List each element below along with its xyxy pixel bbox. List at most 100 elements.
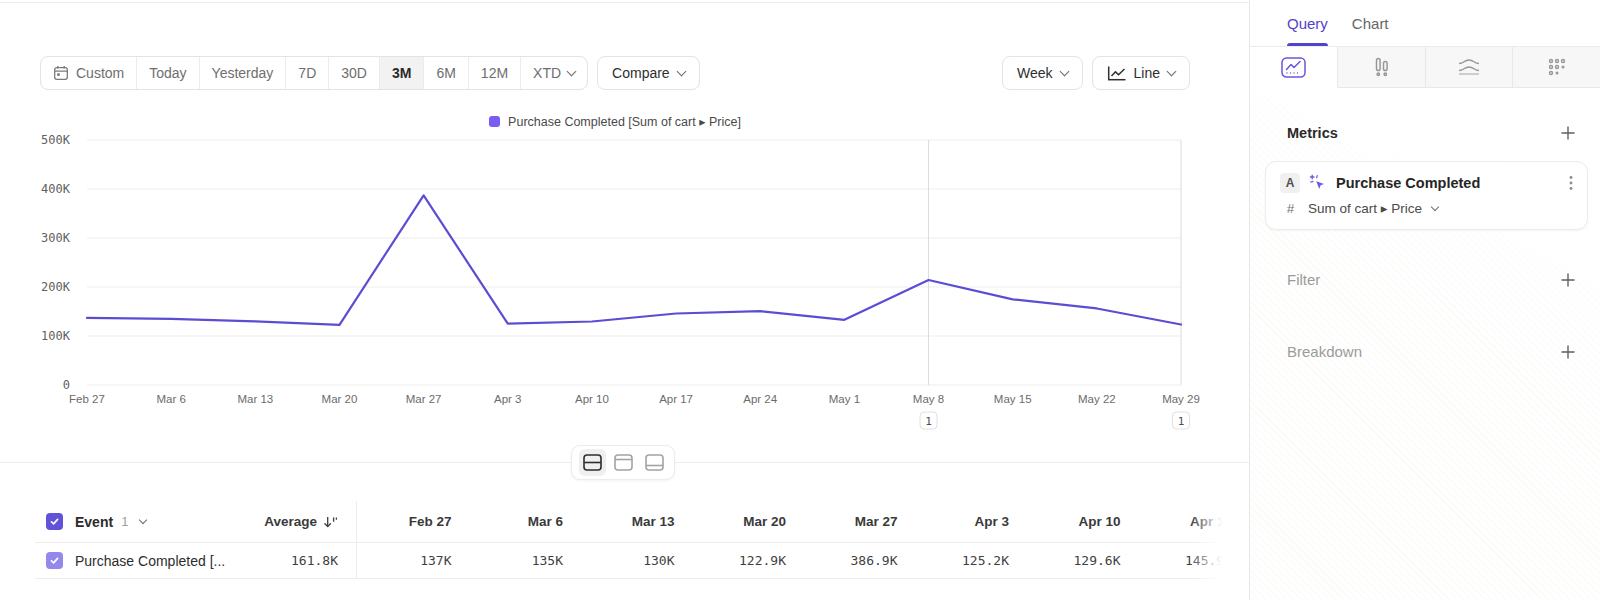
layout-chart-view-button[interactable]: [610, 449, 637, 476]
x-axis-label: Apr 3: [494, 393, 522, 405]
x-axis-label: Apr 24: [743, 393, 777, 405]
date-range-control: Custom Today Yesterday 7D 30D 3M 6M 12M …: [40, 56, 588, 90]
insights-chart-tab[interactable]: [1250, 47, 1338, 88]
table-cell-value: 130K: [580, 553, 692, 568]
split-view-icon: [583, 454, 602, 471]
chevron-down-icon[interactable]: [139, 516, 147, 524]
tab-query-label: Query: [1287, 15, 1328, 32]
compare-button[interactable]: Compare: [597, 56, 700, 90]
kebab-menu-icon[interactable]: [1569, 175, 1573, 191]
chevron-down-icon: [1167, 66, 1177, 76]
x-axis-label: Mar 20: [322, 393, 358, 405]
select-all-checkbox[interactable]: [46, 513, 63, 530]
chevron-down-icon: [676, 66, 686, 76]
filter-label: Filter: [1287, 271, 1320, 288]
chevron-down-icon: [567, 66, 577, 76]
breakdown-label: Breakdown: [1287, 343, 1362, 360]
sidebar-body: Metrics A Purchase Completed # Sum of ca…: [1250, 88, 1600, 599]
granularity-button[interactable]: Week: [1002, 56, 1083, 90]
line-chart[interactable]: 0100K200K300K400K500KFeb 27Mar 6Mar 13Ma…: [0, 130, 1249, 440]
chart-line-series: [87, 195, 1181, 324]
metric-card-row2[interactable]: # Sum of cart ▸ Price: [1280, 200, 1573, 216]
add-filter-button[interactable]: [1560, 272, 1576, 288]
y-axis-label: 300K: [41, 231, 71, 245]
y-axis-label: 0: [63, 378, 70, 392]
x-axis-label: Mar 27: [406, 393, 442, 405]
date-range-7d[interactable]: 7D: [285, 57, 328, 89]
sort-icon: [323, 515, 338, 529]
table-cell-value: 122.9K: [692, 553, 804, 568]
table-cell-value: 125.2K: [915, 553, 1027, 568]
table-cell-value: 129.6K: [1026, 553, 1138, 568]
table-cell-value: 145.9K: [1138, 553, 1250, 568]
x-axis-label: May 8: [913, 393, 944, 405]
row-checkbox[interactable]: [46, 552, 63, 569]
metric-letter-badge: A: [1280, 173, 1300, 193]
retention-chart-tab[interactable]: [1513, 47, 1600, 88]
table-row[interactable]: Purchase Completed [... 161.8K 137K135K1…: [35, 543, 1249, 579]
x-axis-label: Apr 17: [659, 393, 693, 405]
layout-split-view-button[interactable]: [579, 449, 606, 476]
table-column-header: Mar 20: [692, 514, 804, 529]
compare-label: Compare: [612, 65, 670, 81]
table-view-icon: [645, 454, 664, 471]
annotation-badge-label: 1: [925, 415, 932, 428]
average-value: 161.8K: [291, 553, 338, 568]
event-label: Event: [75, 514, 113, 530]
metric-card[interactable]: A Purchase Completed # Sum of cart ▸ Pri…: [1265, 161, 1588, 230]
date-range-30d[interactable]: 30D: [328, 57, 379, 89]
row-name-cell: Purchase Completed [...: [46, 543, 261, 578]
report-main-area: Custom Today Yesterday 7D 30D 3M 6M 12M …: [0, 0, 1249, 600]
chevron-down-icon: [1059, 66, 1069, 76]
date-range-6m[interactable]: 6M: [423, 57, 467, 89]
flows-icon: [1457, 58, 1481, 76]
add-metric-button[interactable]: [1560, 125, 1576, 141]
tab-chart[interactable]: Chart: [1352, 0, 1389, 46]
filter-section-header: Filter: [1287, 271, 1576, 288]
legend-label: Purchase Completed [Sum of cart ▸ Price]: [508, 114, 741, 129]
date-range-yesterday[interactable]: Yesterday: [199, 57, 286, 89]
table-column-header: Mar 6: [469, 514, 581, 529]
granularity-label: Week: [1017, 65, 1053, 81]
table-column-header: Apr 17: [1138, 514, 1250, 529]
x-axis-label: May 15: [994, 393, 1032, 405]
date-range-xtd[interactable]: XTD: [520, 57, 587, 89]
add-breakdown-button[interactable]: [1560, 344, 1576, 360]
chart-type-button[interactable]: Line: [1092, 56, 1190, 90]
tab-chart-label: Chart: [1352, 15, 1389, 32]
metrics-title: Metrics: [1287, 125, 1338, 141]
metrics-section-header: Metrics: [1287, 125, 1576, 141]
average-label: Average: [264, 514, 317, 529]
chart-type-label: Line: [1134, 65, 1160, 81]
date-range-today[interactable]: Today: [136, 57, 198, 89]
date-range-3m[interactable]: 3M: [379, 57, 423, 89]
event-header-cell: Event 1: [46, 501, 261, 542]
tab-query[interactable]: Query: [1287, 0, 1328, 46]
legend-swatch: [489, 116, 500, 127]
chart-type-tabs: [1250, 47, 1600, 88]
chart-view-icon: [614, 454, 633, 471]
check-icon: [49, 555, 60, 566]
x-axis-label: Mar 13: [237, 393, 273, 405]
date-range-12m[interactable]: 12M: [468, 57, 520, 89]
date-range-label: Today: [149, 65, 186, 81]
funnels-icon: [1370, 57, 1392, 77]
date-range-label: 7D: [298, 65, 316, 81]
table-cell-value: 135K: [469, 553, 581, 568]
average-header-cell[interactable]: Average: [261, 501, 357, 542]
data-table: Event 1 Average Feb 27Mar 6Mar 13Mar 20M…: [35, 501, 1249, 579]
numeric-property-icon: #: [1283, 201, 1298, 216]
date-range-label: Custom: [76, 65, 124, 81]
flows-chart-tab[interactable]: [1426, 47, 1514, 88]
x-axis-label: Feb 27: [69, 393, 105, 405]
table-cell-value: 137K: [357, 553, 469, 568]
table-column-header: Feb 27: [357, 514, 469, 529]
date-range-label: 3M: [392, 65, 411, 81]
x-axis-label: May 29: [1162, 393, 1200, 405]
layout-table-view-button[interactable]: [641, 449, 668, 476]
x-axis-label: May 1: [829, 393, 860, 405]
date-range-custom[interactable]: Custom: [41, 57, 136, 89]
chevron-down-icon: [1431, 202, 1439, 210]
funnels-chart-tab[interactable]: [1338, 47, 1426, 88]
date-range-label: Yesterday: [212, 65, 274, 81]
